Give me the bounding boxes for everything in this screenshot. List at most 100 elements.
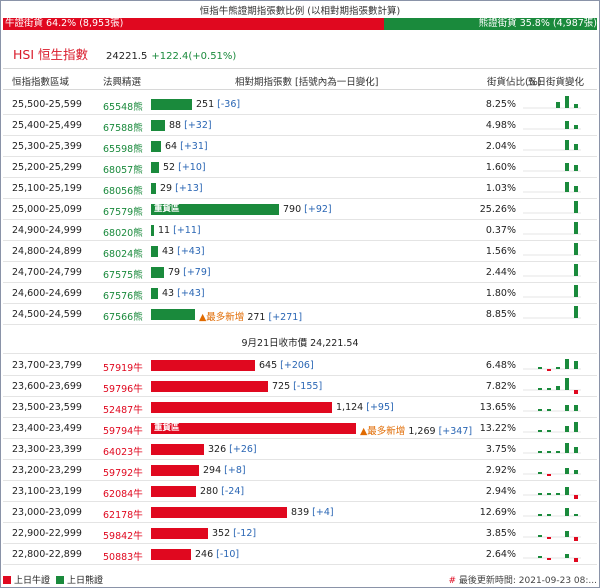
five-day-sparkline: [523, 468, 581, 476]
sparkline-bar: [538, 556, 542, 558]
sparkline-bar: [565, 531, 569, 537]
warrant-code-link[interactable]: 57919牛: [103, 363, 143, 374]
table-row: 23,500-23,599 52487牛 1,124 [+95] 13.65%: [3, 397, 597, 418]
index-change: +122.4(+0.51%): [151, 51, 237, 62]
contracts-bar: [151, 246, 158, 257]
contracts-value: 246 [-10]: [195, 549, 239, 560]
warrant-code-link[interactable]: 65598熊: [103, 144, 143, 155]
five-day-sparkline: [523, 554, 581, 562]
contracts-change: [-155]: [293, 381, 323, 392]
warrant-code-link[interactable]: 59792牛: [103, 468, 143, 479]
warrant-code-link[interactable]: 65548熊: [103, 102, 143, 113]
warrant-code-link[interactable]: 67575熊: [103, 270, 143, 281]
bull-legend-label: 上日牛證: [14, 576, 51, 586]
warrant-code-link[interactable]: 59794牛: [103, 426, 143, 437]
sparkline-bar: [574, 495, 578, 499]
warrant-code-link[interactable]: 68020熊: [103, 228, 143, 239]
table-row: 24,600-24,699 67576熊 43 [+43] 1.80%: [3, 283, 597, 304]
last-updated: # 最後更新時間: 2021-09-23 08:...: [448, 573, 597, 586]
warrant-code-link[interactable]: 67576熊: [103, 291, 143, 302]
sparkline-bar: [574, 201, 578, 213]
five-day-sparkline: [523, 422, 581, 433]
warrant-code-link[interactable]: 68057熊: [103, 165, 143, 176]
warrant-code-link[interactable]: 59842牛: [103, 531, 143, 542]
sparkline-bar: [574, 390, 578, 394]
sparkline-bar: [547, 369, 551, 371]
contracts-bar: [151, 120, 165, 131]
contracts-bar: [151, 549, 191, 560]
warrant-code-link[interactable]: 68024熊: [103, 249, 143, 260]
contracts-value: 251 [-36]: [196, 99, 240, 110]
contracts-value: 839 [+4]: [291, 507, 334, 518]
share-percent: 12.69%: [479, 507, 516, 518]
sparkline-bar: [547, 493, 551, 495]
range-cell: 25,300-25,399: [12, 141, 82, 152]
table-row: 25,000-25,099 67579熊 重貨區 790 [+92] 25.26%: [3, 199, 597, 220]
contracts-change: [+79]: [183, 267, 211, 278]
warrant-code-link[interactable]: 67566熊: [103, 312, 143, 323]
contracts-bar: [151, 309, 195, 320]
five-day-sparkline: [523, 140, 581, 151]
contracts-bar: [151, 288, 158, 299]
index-header: HSI 恒生指數 24221.5 +122.4(+0.51%): [13, 44, 237, 62]
warrant-code-link[interactable]: 52487牛: [103, 405, 143, 416]
contracts-number: 725: [272, 381, 291, 392]
warrant-code-link[interactable]: 62084牛: [103, 489, 143, 500]
sparkline-bar: [574, 422, 578, 432]
sparkline-bar: [574, 514, 578, 516]
share-percent: 1.60%: [485, 162, 516, 173]
five-day-sparkline: [523, 378, 581, 394]
warrant-code-link[interactable]: 67579熊: [103, 207, 143, 218]
contracts-bar: [151, 381, 268, 392]
contracts-number: 79: [168, 267, 181, 278]
five-day-sparkline: [523, 243, 581, 256]
sparkline-bar: [538, 409, 542, 411]
sparkline-bar: [565, 554, 569, 558]
warrant-code-link[interactable]: 59796牛: [103, 384, 143, 395]
contracts-value: ▲最多新增 271 [+271]: [199, 309, 302, 323]
header-share: 街貨佔比(%): [487, 77, 542, 88]
sparkline-bar: [574, 165, 578, 171]
five-day-sparkline: [523, 306, 581, 319]
share-percent: 2.94%: [485, 486, 516, 497]
share-percent: 25.26%: [479, 204, 516, 215]
range-cell: 24,600-24,699: [12, 288, 82, 299]
share-percent: 8.85%: [485, 309, 516, 320]
contracts-number: 64: [165, 141, 178, 152]
table-row: 23,000-23,099 62178牛 839 [+4] 12.69%: [3, 502, 597, 523]
warrant-code-link[interactable]: 67588熊: [103, 123, 143, 134]
contracts-number: 352: [212, 528, 231, 539]
range-cell: 25,100-25,199: [12, 183, 82, 194]
index-name[interactable]: HSI 恒生指數: [13, 47, 88, 62]
sparkline-bar: [565, 121, 569, 129]
contracts-bar: [151, 402, 332, 413]
sparkline-bar: [556, 367, 560, 369]
warrant-code-link[interactable]: 68056熊: [103, 186, 143, 197]
range-cell: 23,400-23,499: [12, 423, 82, 434]
contracts-number: 1,269: [408, 426, 436, 437]
warrant-code-link[interactable]: 62178牛: [103, 510, 143, 521]
five-day-sparkline: [523, 222, 581, 235]
share-percent: 3.85%: [485, 528, 516, 539]
sparkline-bar: [538, 367, 542, 369]
share-percent: 0.37%: [485, 225, 516, 236]
range-cell: 23,000-23,099: [12, 507, 82, 518]
contracts-bar: [151, 225, 154, 236]
range-cell: 23,100-23,199: [12, 486, 82, 497]
contracts-value: 43 [+43]: [162, 246, 205, 257]
range-cell: 23,200-23,299: [12, 465, 82, 476]
sparkline-bar: [565, 468, 569, 474]
warrant-code-link[interactable]: 64023牛: [103, 447, 143, 458]
five-day-sparkline: [523, 121, 581, 130]
table-row: 25,400-25,499 67588熊 88 [+32] 4.98%: [3, 115, 597, 136]
sparkline-bar: [574, 222, 578, 234]
table-row: 23,700-23,799 57919牛 645 [+206] 6.48%: [3, 355, 597, 376]
five-day-sparkline: [523, 531, 581, 541]
contracts-value: 790 [+92]: [283, 204, 332, 215]
contracts-value: 64 [+31]: [165, 141, 208, 152]
contracts-change: [+13]: [175, 183, 203, 194]
warrant-code-link[interactable]: 50883牛: [103, 552, 143, 563]
sparkline-bar: [547, 537, 551, 539]
sparkline-bar: [547, 451, 551, 453]
contracts-value: 79 [+79]: [168, 267, 211, 278]
